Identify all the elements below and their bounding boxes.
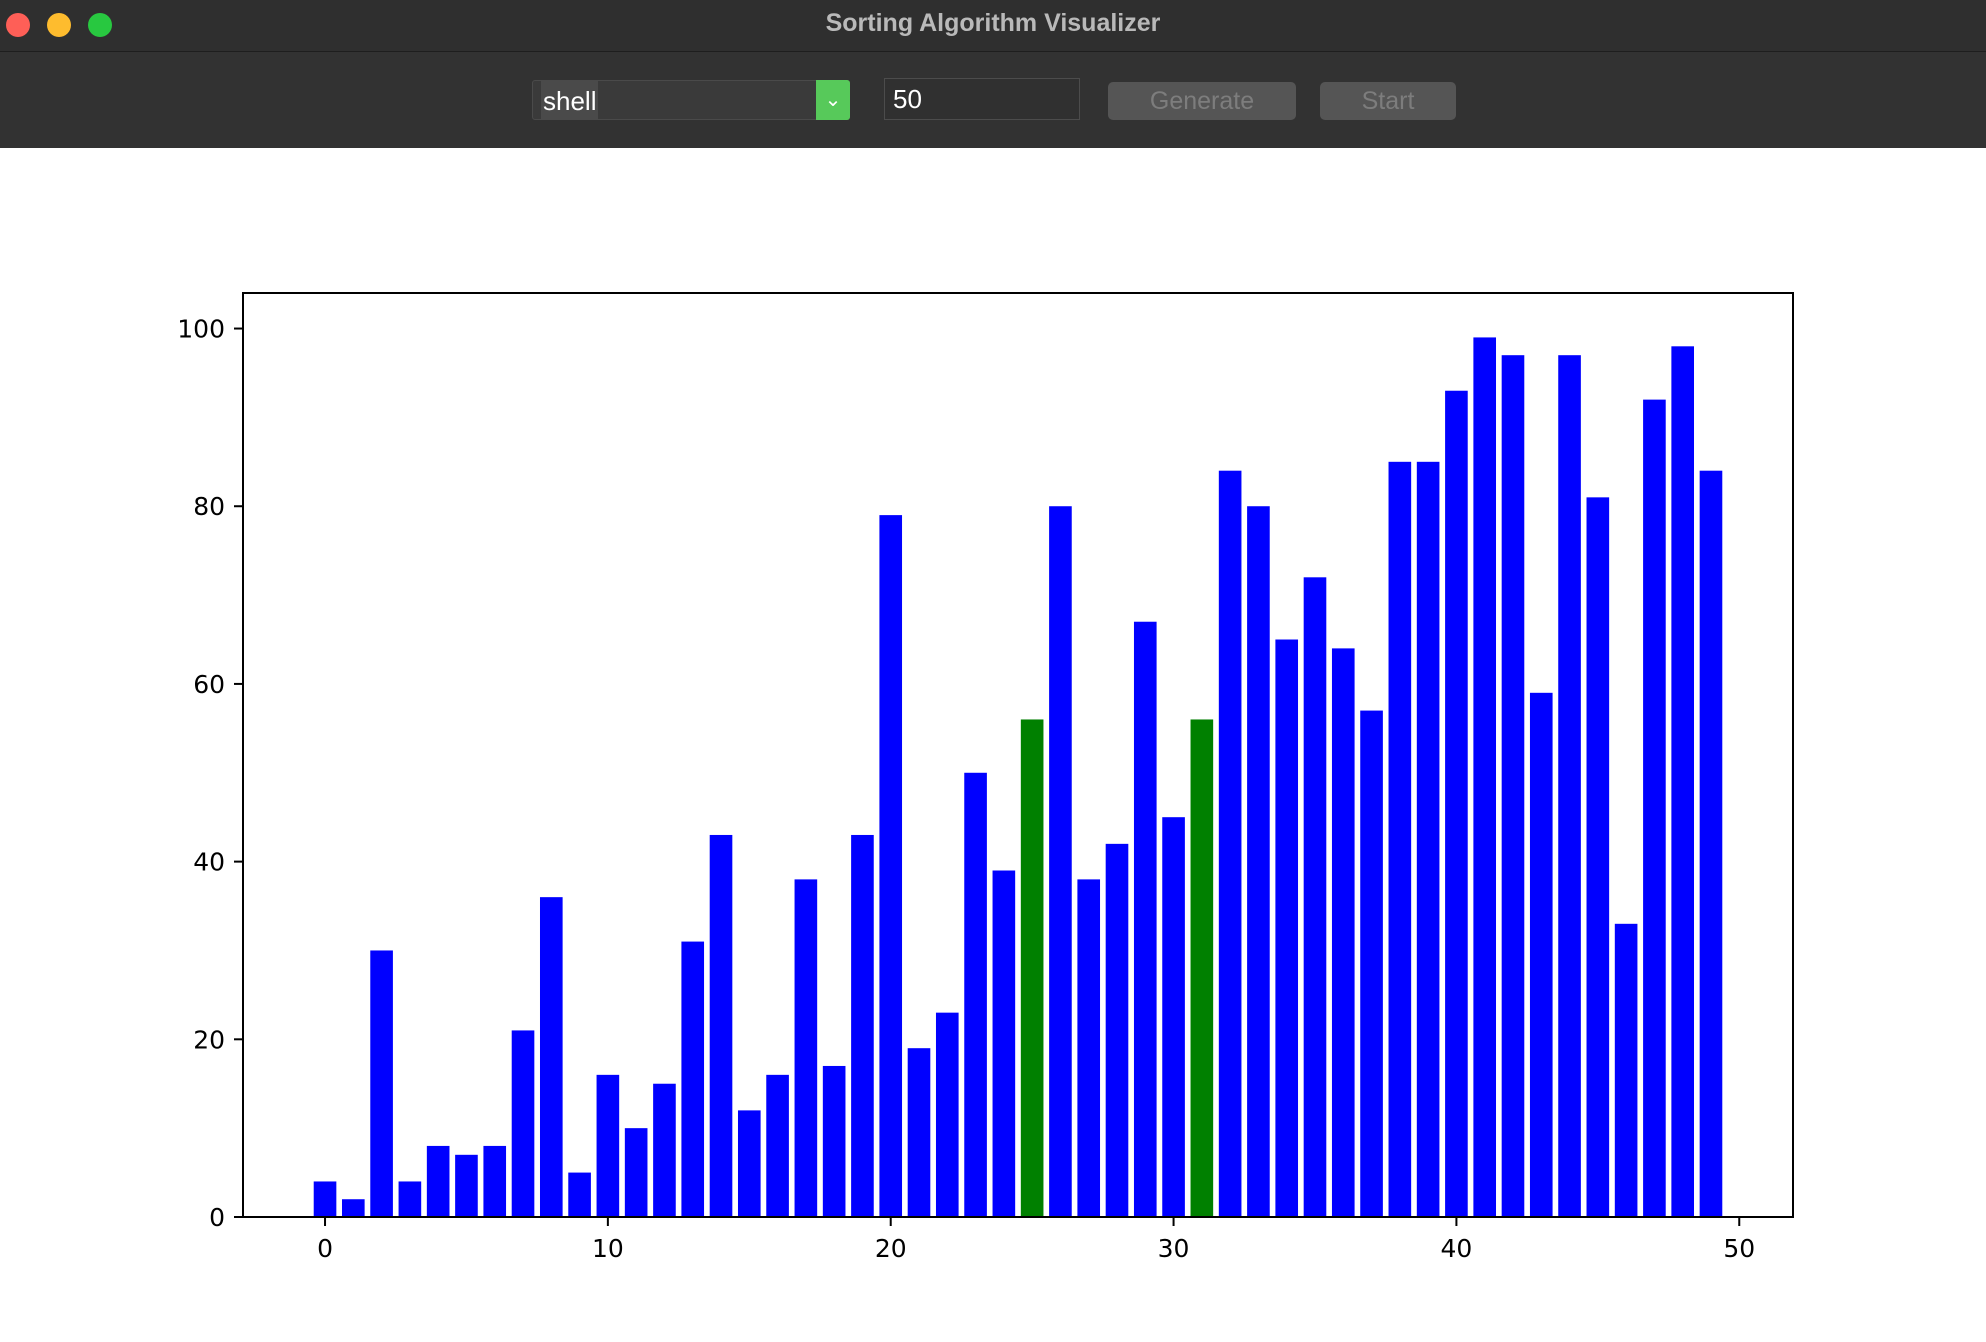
bar: [1388, 461, 1412, 1217]
bar: [1049, 506, 1072, 1217]
y-tick-label: 40: [193, 848, 225, 877]
title-bar: Sorting Algorithm Visualizer: [0, 0, 1986, 52]
bar: [1275, 639, 1299, 1217]
bar: [1077, 879, 1101, 1217]
bar: [1360, 710, 1383, 1217]
minimize-window-button[interactable]: [47, 13, 71, 37]
bar: [1614, 923, 1638, 1217]
bar-highlighted: [1190, 719, 1214, 1217]
bar: [426, 1145, 450, 1217]
bar: [1643, 399, 1666, 1218]
bar: [1247, 506, 1270, 1217]
bar: [398, 1181, 422, 1217]
bar: [539, 897, 563, 1217]
close-window-button[interactable]: [6, 13, 30, 37]
plot-frame: [242, 292, 1794, 1218]
y-tick-label: 0: [209, 1203, 225, 1232]
bar: [879, 515, 903, 1217]
toolbar: shell ⌄ Generate Start: [0, 52, 1986, 148]
window-title: Sorting Algorithm Visualizer: [825, 9, 1161, 37]
bar: [1133, 621, 1157, 1217]
bar: [1473, 337, 1497, 1217]
algorithm-select-value: shell: [541, 81, 599, 119]
bar: [992, 870, 1016, 1217]
zoom-window-button[interactable]: [88, 13, 112, 37]
plot-area: 0 10 20 30 40 50 0 20 40 60 80 100: [0, 148, 1986, 1342]
bar: [822, 1065, 846, 1217]
bar: [1416, 461, 1440, 1217]
bar: [624, 1128, 648, 1217]
y-tick-label: 80: [193, 492, 225, 521]
y-tick-label: 20: [193, 1025, 225, 1054]
bar: [766, 1074, 789, 1217]
bar: [794, 879, 818, 1217]
bar: [1303, 577, 1327, 1217]
array-size-input[interactable]: [884, 78, 1080, 120]
y-tick-label: 60: [193, 670, 225, 699]
bar: [709, 834, 733, 1217]
bar: [1501, 355, 1525, 1217]
bar: [455, 1154, 478, 1217]
y-axis: 0 20 40 60 80 100: [177, 315, 243, 1232]
x-tick-label: 20: [875, 1234, 907, 1263]
bar: [1671, 346, 1695, 1217]
x-tick-label: 30: [1158, 1234, 1190, 1263]
bar: [370, 950, 393, 1217]
bar: [313, 1181, 337, 1217]
bar: [1162, 817, 1185, 1217]
generate-button[interactable]: Generate: [1108, 82, 1296, 120]
x-tick-label: 50: [1723, 1234, 1755, 1263]
bar: [1699, 470, 1723, 1217]
bar: [1558, 355, 1581, 1217]
chevron-down-icon[interactable]: ⌄: [816, 80, 850, 120]
x-tick-label: 40: [1441, 1234, 1473, 1263]
bar-chart: 0 10 20 30 40 50 0 20 40 60 80 100: [177, 292, 1794, 1263]
y-tick-label: 100: [177, 315, 225, 344]
bar: [483, 1145, 507, 1217]
start-button[interactable]: Start: [1320, 82, 1456, 120]
bar: [935, 1012, 959, 1217]
algorithm-select[interactable]: shell ⌄: [532, 80, 850, 120]
x-tick-label: 0: [317, 1234, 333, 1263]
bar: [568, 1172, 591, 1217]
bars-group: [313, 337, 1723, 1218]
bar: [1105, 843, 1129, 1217]
x-tick-label: 10: [592, 1234, 624, 1263]
bar: [1331, 648, 1355, 1217]
bar-highlighted: [1020, 719, 1044, 1217]
x-axis: 0 10 20 30 40 50: [317, 1217, 1755, 1263]
bar: [851, 834, 874, 1217]
bar: [1218, 470, 1242, 1217]
bar: [511, 1030, 535, 1217]
bar: [653, 1083, 676, 1217]
bar: [907, 1048, 931, 1217]
bar: [1529, 692, 1553, 1217]
bar: [681, 941, 705, 1217]
bar: [737, 1110, 761, 1217]
bar: [341, 1199, 365, 1217]
bar: [1445, 390, 1468, 1217]
bar: [596, 1074, 620, 1217]
bar: [1586, 497, 1610, 1217]
bar: [964, 772, 987, 1217]
